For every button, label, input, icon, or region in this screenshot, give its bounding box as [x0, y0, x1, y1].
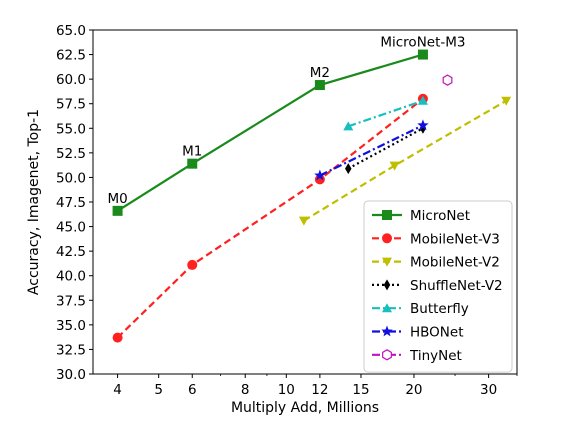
annotation-label: MicroNet-M3	[380, 35, 465, 51]
legend-marker	[382, 303, 392, 313]
legend: MicroNet MobileNet-V3 MobileNet-V2 ShuffleN…	[363, 200, 513, 373]
legend-label: MicroNet	[410, 208, 470, 224]
series-tinynet	[442, 74, 453, 86]
x-tick-label: 6	[188, 382, 197, 398]
x-tick-label: 4	[113, 382, 122, 398]
legend-entry: MobileNet-V2	[372, 255, 500, 271]
legend-entry: TinyNet	[372, 348, 462, 364]
data-point	[417, 49, 428, 60]
legend-label: ShuffleNet-V2	[410, 278, 503, 294]
legend-marker	[382, 210, 392, 220]
y-tick-label: 40.0	[56, 269, 86, 285]
y-tick-label: 55.0	[56, 121, 86, 137]
y-tick-label: 35.0	[56, 318, 86, 334]
x-tick-label: 10	[278, 382, 295, 398]
data-point	[314, 169, 326, 181]
legend-label: MobileNet-V2	[410, 255, 500, 271]
series-micronet	[112, 49, 428, 216]
annotation-label: M1	[182, 144, 202, 160]
series-line	[319, 124, 424, 177]
y-tick-label: 50.0	[56, 170, 86, 186]
y-tick-label: 57.5	[56, 97, 86, 113]
x-tick-label: 30	[480, 382, 497, 398]
series-shufflenet-v2	[345, 122, 427, 175]
y-tick-label: 62.5	[56, 48, 86, 64]
legend-box	[363, 200, 513, 373]
x-tick-label: 8	[241, 382, 250, 398]
legend-label: Butterfly	[410, 301, 469, 317]
y-tick-label: 32.5	[56, 342, 86, 358]
legend-marker	[383, 279, 391, 291]
data-point	[417, 119, 429, 131]
y-axis-title: Accuracy, Imagenet, Top-1	[26, 109, 42, 295]
annotation-label: M2	[310, 65, 330, 81]
annotation-label: M0	[107, 191, 127, 207]
y-tick-label: 37.5	[56, 293, 86, 309]
x-tick-label: 15	[352, 382, 369, 398]
y-tick-label: 42.5	[56, 244, 86, 260]
data-point	[298, 216, 309, 226]
y-tick-label: 47.5	[56, 195, 86, 211]
series-hbonet	[314, 119, 429, 181]
series-line	[347, 127, 424, 170]
data-point	[501, 96, 512, 106]
data-point	[314, 80, 325, 91]
series-layer	[112, 49, 512, 343]
data-point	[419, 122, 427, 134]
legend-marker	[382, 257, 392, 267]
data-point	[187, 158, 198, 169]
legend-marker	[381, 325, 393, 337]
series-butterfly	[343, 95, 428, 131]
legend-label: MobileNet-V3	[410, 231, 500, 247]
y-tick-label: 30.0	[56, 367, 86, 383]
data-point	[417, 95, 428, 105]
axes-layer: 30.0 32.5 35.0 37.5 40.0 42.5 45.0 47.5 50.0 52.5…	[56, 23, 518, 398]
annotation-layer: M0 M1 M2 MicroNet-M3	[107, 35, 465, 207]
series-line	[116, 97, 424, 339]
legend-entry: ShuffleNet-V2	[372, 278, 503, 294]
legend-label: TinyNet	[409, 348, 462, 364]
legend-marker	[382, 233, 392, 244]
legend-label: HBONet	[410, 325, 464, 341]
data-point	[389, 161, 400, 171]
y-tick-label: 45.0	[56, 220, 86, 236]
data-point	[112, 332, 123, 343]
data-point	[345, 163, 352, 175]
data-point	[343, 121, 354, 131]
legend-entry: Butterfly	[372, 301, 469, 317]
legend-entry: MobileNet-V3	[372, 231, 500, 247]
y-tick-label: 60.0	[56, 72, 86, 88]
data-point	[112, 205, 123, 216]
series-line	[117, 53, 424, 212]
series-mobilenet-v2	[298, 96, 512, 226]
x-axis-title: Multiply Add, Millions	[231, 400, 379, 416]
data-point	[187, 259, 198, 270]
legend-marker	[382, 349, 392, 361]
series-line	[303, 99, 507, 222]
data-point	[442, 74, 453, 86]
x-tick-label: 20	[405, 382, 422, 398]
y-tick-label: 65.0	[56, 23, 86, 39]
series-line	[347, 99, 424, 128]
legend-entry: MicroNet	[372, 208, 470, 224]
x-tick-label: 5	[154, 382, 163, 398]
legend-entry: HBONet	[372, 325, 464, 341]
x-tick-label: 12	[311, 382, 328, 398]
y-tick-label: 52.5	[56, 146, 86, 162]
